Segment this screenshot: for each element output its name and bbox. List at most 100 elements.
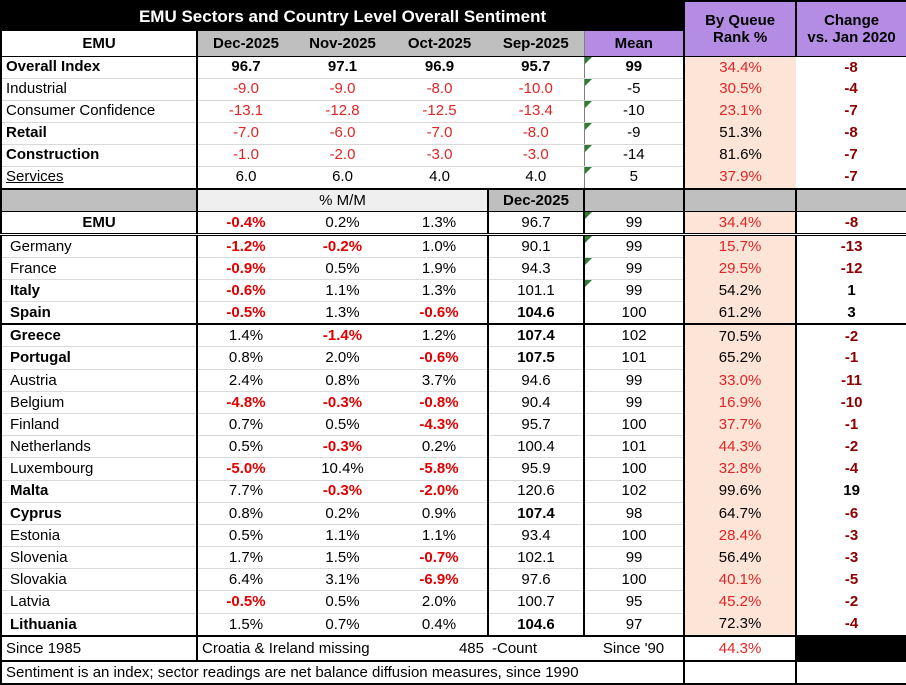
change-cell[interactable]: -1 <box>844 349 859 367</box>
row-label[interactable]: Finland <box>1 413 198 437</box>
index-cell[interactable]: 107.4 <box>487 502 585 525</box>
mean-cell[interactable]: 99 <box>584 546 686 570</box>
change-cell[interactable]: -7 <box>844 102 858 120</box>
footer-count-label[interactable]: -Count <box>488 635 584 662</box>
index-cell[interactable]: 102.1 <box>487 546 585 570</box>
row-label[interactable]: Germany <box>1 234 198 258</box>
mean-cell[interactable]: 99 <box>584 234 686 258</box>
mm-cell[interactable]: 0.4% <box>391 613 488 637</box>
footer-count-value[interactable]: 485 <box>391 635 488 662</box>
mm-cell[interactable]: -0.6% <box>391 346 488 370</box>
rank-cell[interactable]: 34.4% <box>684 211 798 236</box>
rank-cell[interactable]: 54.2% <box>684 279 798 302</box>
row-label[interactable]: Italy <box>1 279 198 303</box>
index-cell[interactable]: 97.6 <box>487 568 585 592</box>
footer-missing-note[interactable]: Croatia & Ireland missing <box>197 635 391 662</box>
value-cell[interactable]: -6.0 <box>294 122 391 145</box>
mm-cell[interactable]: -0.9% <box>197 257 294 281</box>
rank-cell[interactable]: 64.7% <box>684 502 798 525</box>
mm-header[interactable]: % M/M <box>197 188 489 212</box>
change-cell[interactable]: -1 <box>844 415 859 433</box>
change-cell[interactable]: -5 <box>844 571 859 589</box>
mid-header-change-spacer[interactable] <box>796 188 906 212</box>
mm-cell[interactable]: -0.7% <box>391 546 488 570</box>
value-cell[interactable]: 97.1 <box>294 56 391 79</box>
mm-cell[interactable]: 7.7% <box>197 480 294 503</box>
rank-cell[interactable]: 51.3% <box>684 122 797 144</box>
mm-cell[interactable]: -0.5% <box>197 301 294 326</box>
value-cell[interactable]: 95.7 <box>488 56 584 79</box>
rank-cell[interactable]: 44.3% <box>684 435 798 458</box>
value-cell[interactable]: -8.0 <box>488 122 584 145</box>
row-label[interactable]: Retail <box>1 122 198 145</box>
change-cell[interactable]: -8 <box>796 211 906 236</box>
queue-rank-header[interactable]: By Queue Rank % <box>683 1 797 57</box>
mm-cell[interactable]: 0.7% <box>197 413 294 437</box>
mm-cell[interactable]: 1.5% <box>197 613 294 637</box>
mid-header-spacer[interactable] <box>1 188 198 212</box>
row-label[interactable]: Services <box>1 166 198 190</box>
rank-cell[interactable]: 30.5% <box>684 78 797 100</box>
row-label[interactable]: Consumer Confidence <box>1 100 198 123</box>
mean-cell[interactable]: 101 <box>584 435 686 459</box>
mean-cell[interactable]: 102 <box>584 480 686 503</box>
mean-cell[interactable]: 100 <box>584 524 686 548</box>
mean-cell[interactable]: 5 <box>583 166 686 190</box>
mm-cell[interactable]: -1.4% <box>294 324 391 348</box>
mm-cell[interactable]: 0.2% <box>294 502 391 525</box>
row-label[interactable]: Portugal <box>1 346 198 370</box>
change-cell[interactable]: -13 <box>840 238 863 256</box>
mean-cell[interactable]: -9 <box>583 122 686 145</box>
change-cell[interactable]: -11 <box>841 371 862 389</box>
note-empty-queue-cell[interactable] <box>684 660 798 684</box>
value-cell[interactable]: 4.0 <box>391 166 488 190</box>
mm-cell[interactable]: 0.8% <box>197 346 294 370</box>
value-cell[interactable]: -12.5 <box>391 100 488 123</box>
footer-since-90[interactable]: Since '90 <box>584 635 686 662</box>
value-cell[interactable]: -10.0 <box>488 78 584 101</box>
value-cell[interactable]: -9.0 <box>294 78 391 101</box>
mean-cell[interactable]: -5 <box>583 78 686 101</box>
rank-cell[interactable]: 40.1% <box>684 568 798 591</box>
month-header-dec[interactable]: Dec-2025 <box>197 31 294 57</box>
mean-cell[interactable]: 100 <box>584 457 686 481</box>
mean-cell[interactable]: 99 <box>584 257 686 281</box>
mean-cell[interactable]: 101 <box>584 346 686 370</box>
mm-cell[interactable]: -0.6% <box>391 301 488 326</box>
mm-cell[interactable]: 1.3% <box>391 211 488 236</box>
mm-cell[interactable]: 1.5% <box>294 546 391 570</box>
value-cell[interactable]: -3.0 <box>391 144 488 167</box>
change-cell[interactable]: -7 <box>796 166 906 190</box>
mid-header-mean-spacer[interactable] <box>584 188 686 212</box>
row-label[interactable]: Austria <box>1 369 198 392</box>
mm-cell[interactable]: 1.1% <box>294 524 391 548</box>
mean-cell[interactable]: 100 <box>584 413 686 437</box>
rank-cell[interactable]: 29.5% <box>684 257 798 280</box>
change-cell[interactable]: -3 <box>844 526 859 544</box>
row-label[interactable]: Overall Index <box>1 56 198 79</box>
change-cell[interactable]: 1 <box>847 282 856 300</box>
mm-cell[interactable]: 0.5% <box>294 590 391 614</box>
row-label[interactable]: Slovenia <box>1 546 198 570</box>
value-cell[interactable]: -13.1 <box>197 100 294 123</box>
mm-cell[interactable]: -2.0% <box>391 480 488 503</box>
change-cell[interactable]: 19 <box>843 482 860 500</box>
index-cell[interactable]: 93.4 <box>487 524 585 548</box>
mm-cell[interactable]: 0.5% <box>197 435 294 459</box>
index-cell[interactable]: 95.9 <box>487 457 585 481</box>
mm-cell[interactable]: 2.0% <box>294 346 391 370</box>
mm-cell[interactable]: 3.1% <box>294 568 391 592</box>
value-cell[interactable]: -2.0 <box>294 144 391 167</box>
change-cell[interactable]: -3 <box>844 549 859 567</box>
mean-cell[interactable]: 97 <box>584 613 686 637</box>
index-cell[interactable]: 95.7 <box>487 413 585 437</box>
mm-cell[interactable]: 0.2% <box>294 211 391 236</box>
mm-cell[interactable]: 2.4% <box>197 369 294 392</box>
mm-cell[interactable]: 1.0% <box>391 234 488 258</box>
mm-cell[interactable]: 0.5% <box>294 413 391 437</box>
row-label[interactable]: Latvia <box>1 590 198 614</box>
index-cell[interactable]: 90.1 <box>487 234 585 258</box>
change-header[interactable]: Change vs. Jan 2020 <box>795 1 906 57</box>
mm-cell[interactable]: -0.4% <box>197 211 294 236</box>
mean-cell[interactable]: -10 <box>583 100 686 123</box>
